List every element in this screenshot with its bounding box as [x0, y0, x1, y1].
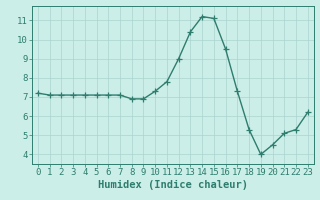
X-axis label: Humidex (Indice chaleur): Humidex (Indice chaleur) [98, 180, 248, 190]
